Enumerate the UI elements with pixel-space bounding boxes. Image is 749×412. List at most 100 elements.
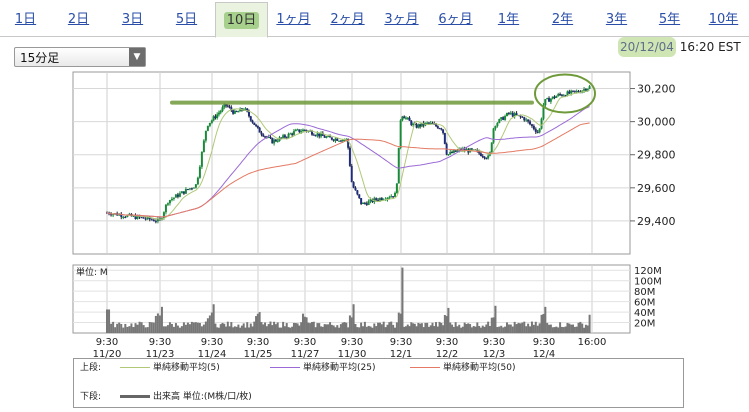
volume-bar <box>312 321 315 333</box>
volume-bar <box>146 327 149 333</box>
candle-body <box>406 117 409 119</box>
ma-line-5 <box>106 89 590 220</box>
candle-body <box>244 108 247 110</box>
volume-bar <box>390 321 393 333</box>
candle-body <box>532 125 535 130</box>
volume-bar <box>544 306 547 333</box>
tab-11[interactable]: 2年 <box>537 0 588 36</box>
candle-interval-select[interactable]: 15分足 ▼ <box>14 47 146 67</box>
tab-1[interactable]: 1日 <box>0 0 51 36</box>
tab-2[interactable]: 2日 <box>53 0 104 36</box>
volume-bar <box>521 322 524 333</box>
volume-bar <box>330 324 333 333</box>
tab-13[interactable]: 5年 <box>644 0 695 36</box>
tab-8[interactable]: 3ヶ月 <box>376 0 427 36</box>
volume-bar <box>452 326 455 333</box>
candle-body <box>394 193 397 197</box>
candle-body <box>568 91 571 94</box>
tab-3[interactable]: 3日 <box>107 0 158 36</box>
volume-bar <box>114 327 117 333</box>
candle-body <box>352 182 355 188</box>
volume-bar <box>481 325 484 333</box>
volume-bar <box>496 327 499 333</box>
legend-series-label: 単純移動平均(5) <box>153 363 220 373</box>
x-tick-date: 12/3 <box>483 349 505 360</box>
volume-bar <box>282 321 285 333</box>
candle-body <box>271 138 274 144</box>
candle-body <box>232 110 235 114</box>
candle-body <box>262 134 265 137</box>
candle-body <box>433 123 436 125</box>
candle-body <box>454 150 457 152</box>
price-tick-label: 30,000 <box>637 116 676 129</box>
price-tick-label: 29,600 <box>637 182 676 195</box>
candle-body <box>412 123 415 125</box>
volume-bar <box>417 322 420 333</box>
tab-5[interactable]: 10日 <box>215 2 268 38</box>
candle-body <box>500 117 503 120</box>
candle-body <box>583 89 586 91</box>
candle-body <box>519 115 522 117</box>
tab-label: 1年 <box>497 12 520 27</box>
tab-9[interactable]: 6ヶ月 <box>430 0 481 36</box>
tab-6[interactable]: 1ヶ月 <box>268 0 319 36</box>
candle-body <box>373 198 376 203</box>
volume-bar <box>329 322 332 333</box>
candle-body <box>327 136 330 138</box>
tab-7[interactable]: 2ヶ月 <box>322 0 373 36</box>
candle-body <box>419 124 422 127</box>
volume-bar <box>223 323 226 333</box>
volume-bar <box>202 324 205 333</box>
tab-10[interactable]: 1年 <box>483 0 534 36</box>
volume-bar <box>341 322 344 333</box>
volume-bar <box>156 313 159 333</box>
candle-body <box>280 137 283 139</box>
volume-bar <box>427 326 430 333</box>
volume-bar <box>192 322 195 333</box>
candle-body <box>350 165 353 183</box>
candle-body <box>291 133 294 135</box>
chevron-down-icon[interactable]: ▼ <box>129 48 145 66</box>
volume-bar <box>200 326 203 333</box>
volume-bar <box>588 314 591 333</box>
volume-bar <box>130 323 133 333</box>
candle-body <box>479 153 482 156</box>
volume-tick-label: 100M <box>634 277 662 288</box>
candle-body <box>336 138 339 141</box>
candle-body <box>176 194 179 197</box>
candle-body <box>435 123 438 127</box>
tab-4[interactable]: 5日 <box>161 0 212 36</box>
candle-body <box>358 194 361 198</box>
candle-body <box>339 140 342 142</box>
tab-14[interactable]: 10年 <box>698 0 749 36</box>
volume-bar <box>244 327 247 333</box>
volume-bar <box>180 326 183 333</box>
candle-body <box>206 125 209 131</box>
candle-body <box>142 217 145 219</box>
x-tick-time: 9:30 <box>390 337 412 348</box>
volume-bar <box>162 326 165 333</box>
volume-bar <box>285 323 288 333</box>
candle-body <box>325 136 328 138</box>
volume-bar <box>296 323 299 333</box>
candle-body <box>481 155 484 157</box>
tab-12[interactable]: 3年 <box>591 0 642 36</box>
candle-body <box>162 212 165 219</box>
x-tick-time: 16:00 <box>578 337 607 348</box>
volume-bar <box>280 327 283 333</box>
candle-body <box>148 216 151 220</box>
volume-bar <box>118 322 121 333</box>
volume-bar <box>140 322 143 333</box>
candle-body <box>303 129 306 131</box>
candle-body <box>544 99 547 106</box>
candle-body <box>305 130 308 132</box>
volume-bar <box>217 327 220 333</box>
candle-body <box>150 219 153 221</box>
volume-bar <box>492 317 495 333</box>
volume-bar <box>449 322 452 333</box>
volume-bar <box>142 325 145 333</box>
volume-bar <box>515 324 518 333</box>
volume-bar <box>158 315 161 333</box>
volume-bar <box>369 326 372 333</box>
x-tick-date: 11/27 <box>291 349 320 360</box>
